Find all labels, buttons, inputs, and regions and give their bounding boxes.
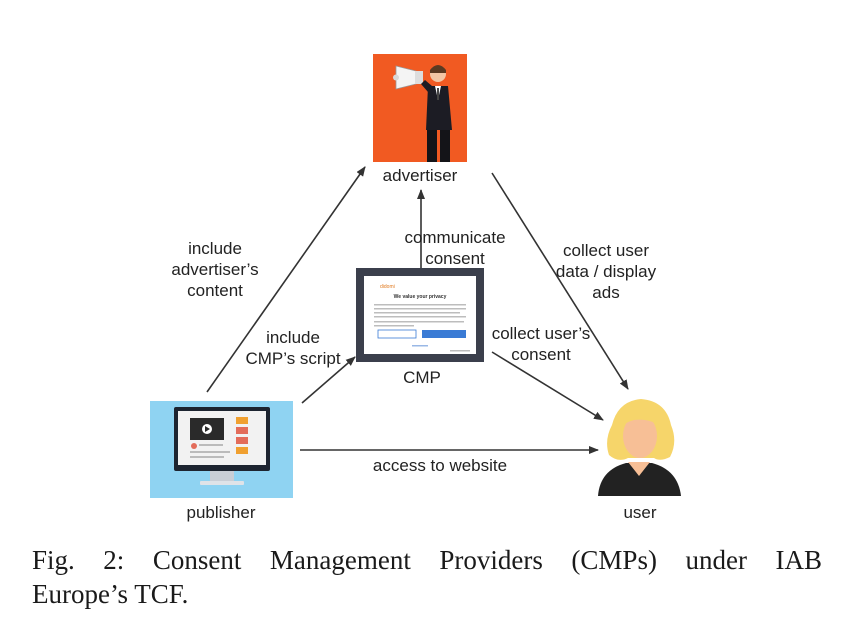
advertiser-label: advertiser (382, 166, 458, 185)
arrow-publisher-to-advertiser (206, 166, 366, 393)
edge-label-line: include (266, 328, 320, 347)
arrow-advertiser-to-user (491, 172, 629, 390)
arrow-cmp-to-user (491, 351, 604, 421)
edge-label-collect-user-data: collect user data / display ads (546, 240, 666, 303)
figure-caption: Fig. 2: Consent Management Providers (CM… (32, 543, 822, 611)
cmp-dialog-body-lines (374, 304, 466, 327)
edge-label-line: consent (425, 249, 485, 268)
advertiser-image (373, 54, 467, 162)
user-avatar-image (598, 399, 681, 496)
cmp-label: CMP (403, 368, 441, 387)
cmp-dialog-title: We value your privacy (394, 294, 447, 300)
user-label: user (623, 503, 657, 522)
edge-label-line: communicate (404, 228, 506, 247)
edge-label-line: collect user’s (491, 324, 591, 343)
edge-label-line: include (188, 239, 242, 258)
edge-label-collect-users-consent: collect user’s consent (483, 323, 599, 365)
arrow-publisher-to-cmp (301, 356, 356, 404)
cmp-agree-button[interactable] (422, 330, 466, 338)
publisher-label: publisher (186, 503, 256, 522)
edge-label-communicate-consent: communicate consent (396, 227, 514, 269)
edge-label-line: collect user (563, 241, 649, 260)
edge-label-access-to-website: access to website (372, 456, 508, 475)
cmp-dialog-image: didomi We value your privacy (356, 268, 484, 362)
edge-label-line: data / display (555, 262, 657, 281)
edge-label-include-cmp-script: include CMP’s script (238, 327, 348, 369)
edge-label-include-advertiser-content: include advertiser’s content (160, 238, 270, 301)
edge-label-line: consent (511, 345, 571, 364)
edge-label-line: CMP’s script (245, 349, 341, 368)
edge-label-line: ads (592, 283, 620, 302)
megaphone-icon (393, 65, 423, 90)
caption-line-1: Fig. 2: Consent Management Providers (CM… (32, 545, 822, 575)
edge-label-line: advertiser’s (171, 260, 259, 279)
caption-line-2: Europe’s TCF. (32, 579, 189, 609)
cmp-brand-text: didomi (380, 284, 395, 290)
edge-label-line: content (187, 281, 243, 300)
publisher-image (150, 401, 293, 498)
cmp-learn-more-button[interactable] (377, 329, 417, 339)
